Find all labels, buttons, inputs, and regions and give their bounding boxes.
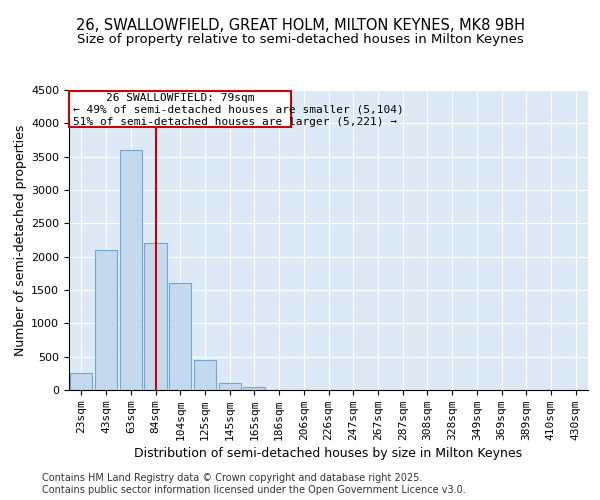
Text: 51% of semi-detached houses are larger (5,221) →: 51% of semi-detached houses are larger (…: [73, 116, 397, 126]
Bar: [95, 250, 117, 390]
Text: ← 49% of semi-detached houses are smaller (5,104): ← 49% of semi-detached houses are smalle…: [73, 105, 404, 115]
Bar: [169, 284, 191, 390]
Bar: [194, 360, 216, 390]
X-axis label: Distribution of semi-detached houses by size in Milton Keynes: Distribution of semi-detached houses by …: [134, 447, 523, 460]
Text: Contains HM Land Registry data © Crown copyright and database right 2025.
Contai: Contains HM Land Registry data © Crown c…: [42, 474, 466, 495]
Y-axis label: Number of semi-detached properties: Number of semi-detached properties: [14, 124, 27, 356]
Text: Size of property relative to semi-detached houses in Milton Keynes: Size of property relative to semi-detach…: [77, 32, 523, 46]
Bar: [218, 384, 241, 390]
FancyBboxPatch shape: [70, 92, 292, 126]
Text: 26, SWALLOWFIELD, GREAT HOLM, MILTON KEYNES, MK8 9BH: 26, SWALLOWFIELD, GREAT HOLM, MILTON KEY…: [76, 18, 524, 32]
Bar: [119, 150, 142, 390]
Text: 26 SWALLOWFIELD: 79sqm: 26 SWALLOWFIELD: 79sqm: [106, 94, 255, 104]
Bar: [243, 386, 265, 390]
Bar: [70, 374, 92, 390]
Bar: [145, 244, 167, 390]
